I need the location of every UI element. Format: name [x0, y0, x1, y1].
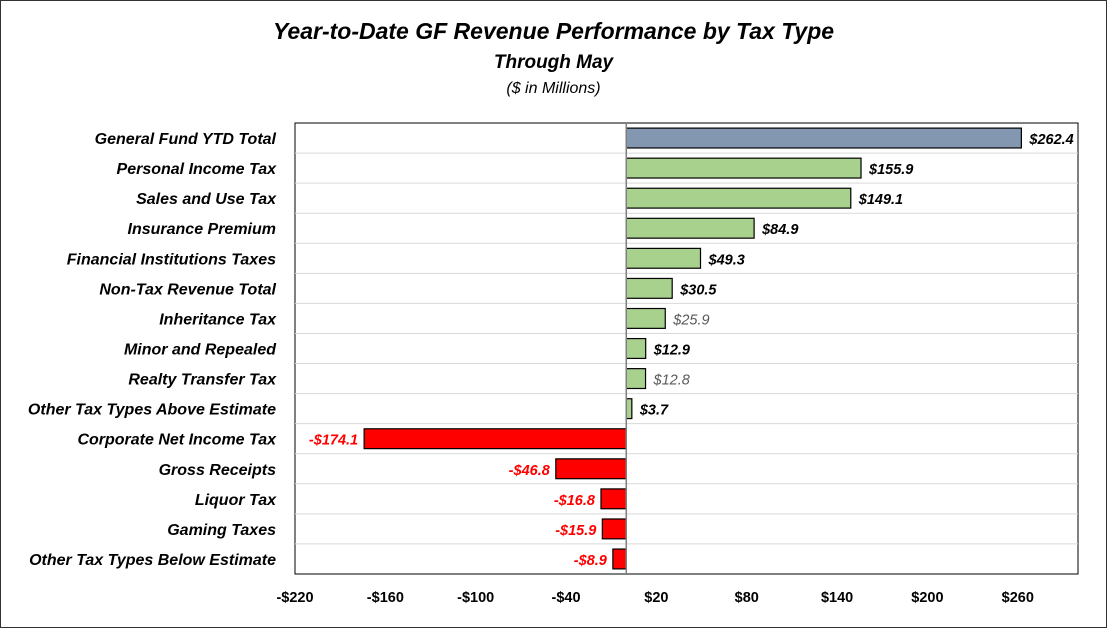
- x-tick-label: $80: [735, 590, 759, 606]
- category-label: Minor and Repealed: [124, 342, 277, 359]
- x-tick-label: $20: [644, 590, 668, 606]
- data-label: -$15.9: [555, 523, 596, 539]
- category-label: Liquor Tax: [195, 492, 277, 509]
- bar: [600, 488, 627, 510]
- x-tick-label: $260: [1002, 590, 1034, 606]
- chart-units: ($ in Millions): [506, 80, 601, 97]
- bar: [625, 187, 852, 209]
- x-tick-label: $200: [911, 590, 943, 606]
- bar: [625, 337, 647, 360]
- bar: [625, 127, 1022, 149]
- bar: [625, 368, 647, 390]
- x-tick-label: -$160: [367, 590, 404, 606]
- bar: [625, 247, 702, 269]
- data-label: $262.4: [1028, 132, 1073, 148]
- chart-title: Year-to-Date GF Revenue Performance by T…: [272, 18, 835, 44]
- data-label: -$46.8: [509, 463, 551, 479]
- data-label: $84.9: [761, 222, 798, 238]
- category-label: Sales and Use Tax: [136, 191, 277, 208]
- category-label: Gaming Taxes: [167, 522, 276, 539]
- category-label: Corporate Net Income Tax: [77, 432, 277, 449]
- data-label: $12.9: [653, 343, 690, 359]
- bar: [625, 398, 633, 420]
- category-label: Personal Income Tax: [117, 161, 278, 178]
- bar: [625, 217, 755, 239]
- x-tick-label: $140: [821, 590, 853, 606]
- data-label: $149.1: [858, 192, 903, 208]
- chart-subtitle: Through May: [493, 52, 614, 73]
- data-label: -$8.9: [574, 553, 607, 569]
- bar: [555, 458, 627, 480]
- x-tick-label: -$100: [457, 590, 494, 606]
- category-label: Gross Receipts: [159, 462, 276, 479]
- x-tick-label: -$220: [276, 590, 313, 606]
- data-label: -$174.1: [309, 433, 358, 449]
- category-label: Non-Tax Revenue Total: [99, 281, 276, 298]
- data-label: $25.9: [672, 312, 709, 328]
- category-label: General Fund YTD Total: [95, 131, 277, 148]
- bar: [363, 428, 627, 450]
- category-label: Financial Institutions Taxes: [67, 251, 276, 268]
- category-label: Other Tax Types Below Estimate: [29, 552, 276, 569]
- data-label: $49.3: [708, 252, 745, 268]
- bar: [625, 277, 673, 299]
- bar: [612, 548, 627, 570]
- category-label: Insurance Premium: [128, 221, 277, 238]
- category-label: Inheritance Tax: [159, 311, 277, 328]
- bar: [625, 307, 666, 329]
- data-label: -$16.8: [554, 493, 596, 509]
- data-label: $3.7: [639, 403, 669, 419]
- data-label: $30.5: [679, 282, 717, 298]
- data-label: $155.9: [868, 162, 913, 178]
- bar: [601, 518, 627, 540]
- category-label: Realty Transfer Tax: [128, 372, 277, 389]
- category-label: Other Tax Types Above Estimate: [28, 402, 276, 419]
- bar: [625, 157, 862, 179]
- x-tick-label: -$40: [552, 590, 581, 606]
- data-label: $12.8: [653, 373, 690, 389]
